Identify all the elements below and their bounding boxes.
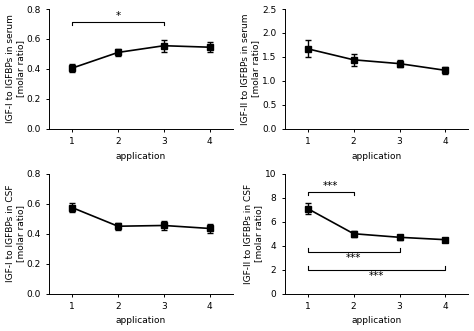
X-axis label: application: application — [116, 152, 166, 161]
X-axis label: application: application — [116, 316, 166, 325]
Text: ***: *** — [323, 181, 338, 191]
Y-axis label: IGF-I to IGFBPs in CSF
[molar ratio]: IGF-I to IGFBPs in CSF [molar ratio] — [6, 185, 25, 282]
Text: *: * — [115, 11, 120, 21]
Y-axis label: IGF-II to IGFBPs in serum
[molar ratio]: IGF-II to IGFBPs in serum [molar ratio] — [241, 13, 261, 125]
Text: ***: *** — [346, 253, 361, 263]
X-axis label: application: application — [351, 152, 401, 161]
X-axis label: application: application — [351, 316, 401, 325]
Text: ***: *** — [369, 271, 384, 281]
Y-axis label: IGF-II to IGFBPs in CSF
[molar ratio]: IGF-II to IGFBPs in CSF [molar ratio] — [244, 184, 264, 284]
Y-axis label: IGF-I to IGFBPs in serum
[molar ratio]: IGF-I to IGFBPs in serum [molar ratio] — [6, 15, 25, 123]
